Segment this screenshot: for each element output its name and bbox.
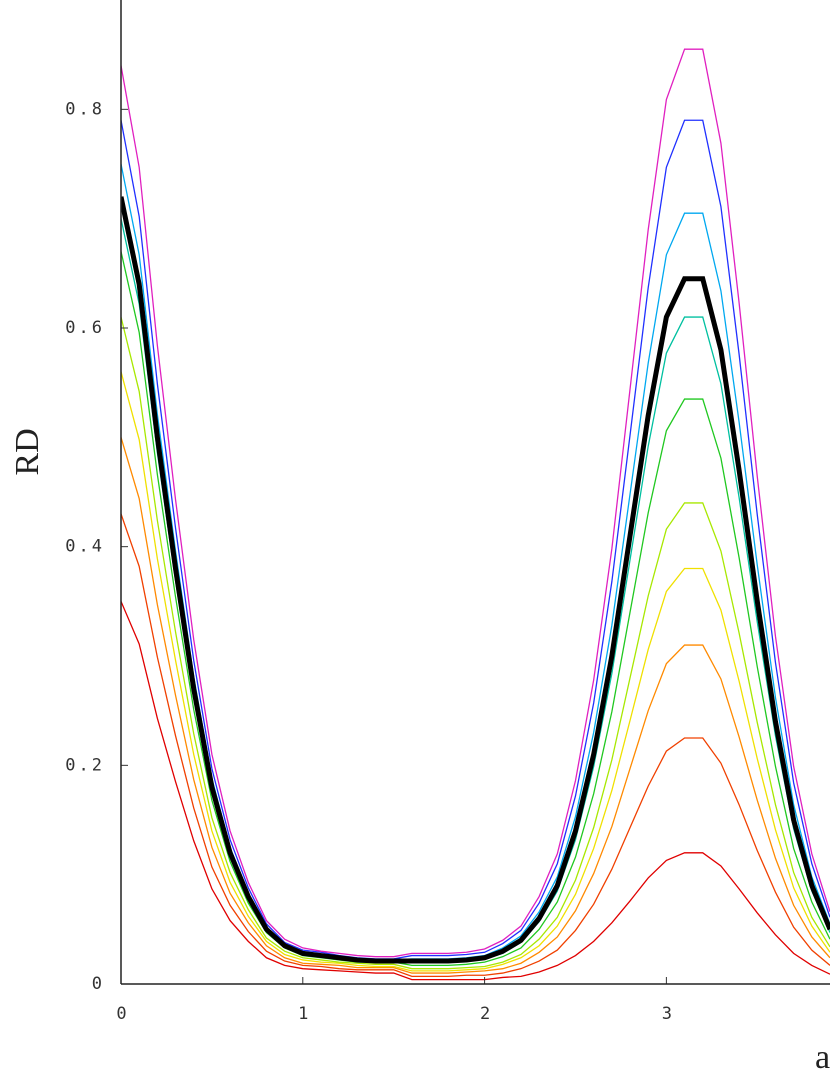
data-line	[121, 513, 830, 977]
y-tick-label: 0.8	[65, 99, 105, 119]
x-tick-label: 3	[662, 1004, 675, 1024]
y-tick-label: 0	[92, 974, 105, 994]
plot-area	[121, 48, 830, 981]
data-line	[121, 437, 830, 974]
y-tick-label: 0.6	[65, 318, 105, 338]
data-line	[121, 251, 830, 967]
x-tick-label: 0	[116, 1004, 129, 1024]
data-line	[121, 196, 830, 964]
y-tick-label: 0.2	[65, 755, 105, 775]
data-line	[121, 48, 830, 958]
data-line	[121, 316, 830, 970]
x-tick-label: 1	[298, 1004, 311, 1024]
data-line	[121, 119, 830, 960]
y-tick-label: 0.4	[65, 537, 105, 557]
y-axis-label: RD	[9, 428, 46, 475]
data-line	[121, 371, 830, 972]
data-line	[121, 601, 830, 981]
x-axis-label: a	[815, 1039, 830, 1075]
x-tick-label: 2	[480, 1004, 493, 1024]
